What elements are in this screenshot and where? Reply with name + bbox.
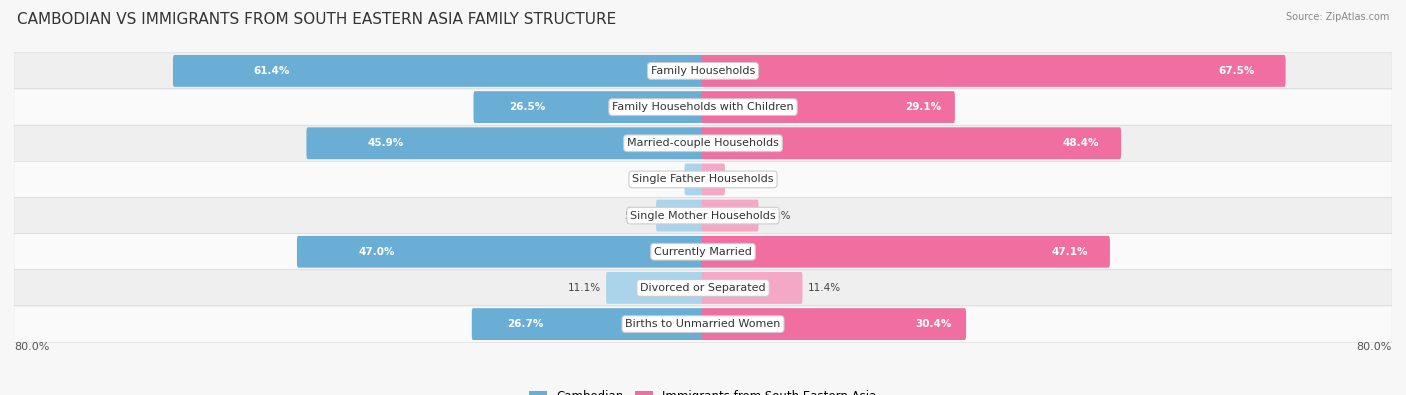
Text: 80.0%: 80.0% <box>14 342 49 352</box>
FancyBboxPatch shape <box>472 308 704 340</box>
Text: Currently Married: Currently Married <box>654 247 752 257</box>
FancyBboxPatch shape <box>702 236 1109 268</box>
FancyBboxPatch shape <box>14 53 1392 89</box>
FancyBboxPatch shape <box>14 125 1392 161</box>
Text: Married-couple Households: Married-couple Households <box>627 138 779 148</box>
Text: 26.5%: 26.5% <box>509 102 546 112</box>
FancyBboxPatch shape <box>702 199 759 231</box>
FancyBboxPatch shape <box>173 55 704 87</box>
Text: 47.0%: 47.0% <box>359 247 395 257</box>
FancyBboxPatch shape <box>702 55 1285 87</box>
FancyBboxPatch shape <box>14 306 1392 342</box>
Text: 48.4%: 48.4% <box>1063 138 1099 148</box>
Text: 61.4%: 61.4% <box>253 66 290 76</box>
FancyBboxPatch shape <box>297 236 704 268</box>
Text: 5.3%: 5.3% <box>624 211 651 220</box>
Text: Single Mother Households: Single Mother Households <box>630 211 776 220</box>
Text: Divorced or Separated: Divorced or Separated <box>640 283 766 293</box>
Text: Births to Unmarried Women: Births to Unmarried Women <box>626 319 780 329</box>
Text: 2.0%: 2.0% <box>652 175 679 184</box>
FancyBboxPatch shape <box>702 164 725 196</box>
Text: 11.4%: 11.4% <box>808 283 841 293</box>
Text: Source: ZipAtlas.com: Source: ZipAtlas.com <box>1285 12 1389 22</box>
Text: CAMBODIAN VS IMMIGRANTS FROM SOUTH EASTERN ASIA FAMILY STRUCTURE: CAMBODIAN VS IMMIGRANTS FROM SOUTH EASTE… <box>17 12 616 27</box>
FancyBboxPatch shape <box>307 127 704 159</box>
Text: Family Households with Children: Family Households with Children <box>612 102 794 112</box>
Text: 2.4%: 2.4% <box>731 175 756 184</box>
FancyBboxPatch shape <box>14 198 1392 234</box>
FancyBboxPatch shape <box>474 91 704 123</box>
Text: 47.1%: 47.1% <box>1052 247 1088 257</box>
FancyBboxPatch shape <box>14 270 1392 306</box>
Text: 45.9%: 45.9% <box>367 138 404 148</box>
Text: Family Households: Family Households <box>651 66 755 76</box>
FancyBboxPatch shape <box>14 161 1392 198</box>
FancyBboxPatch shape <box>702 91 955 123</box>
FancyBboxPatch shape <box>657 199 704 231</box>
FancyBboxPatch shape <box>702 308 966 340</box>
FancyBboxPatch shape <box>702 272 803 304</box>
Text: 6.3%: 6.3% <box>763 211 790 220</box>
Text: Single Father Households: Single Father Households <box>633 175 773 184</box>
Text: 30.4%: 30.4% <box>915 319 952 329</box>
FancyBboxPatch shape <box>685 164 704 196</box>
Text: 26.7%: 26.7% <box>508 319 544 329</box>
Text: 11.1%: 11.1% <box>568 283 600 293</box>
Text: 67.5%: 67.5% <box>1219 66 1256 76</box>
Text: 80.0%: 80.0% <box>1357 342 1392 352</box>
Legend: Cambodian, Immigrants from South Eastern Asia: Cambodian, Immigrants from South Eastern… <box>524 385 882 395</box>
FancyBboxPatch shape <box>14 89 1392 125</box>
Text: 29.1%: 29.1% <box>905 102 941 112</box>
FancyBboxPatch shape <box>606 272 704 304</box>
FancyBboxPatch shape <box>702 127 1121 159</box>
FancyBboxPatch shape <box>14 234 1392 270</box>
